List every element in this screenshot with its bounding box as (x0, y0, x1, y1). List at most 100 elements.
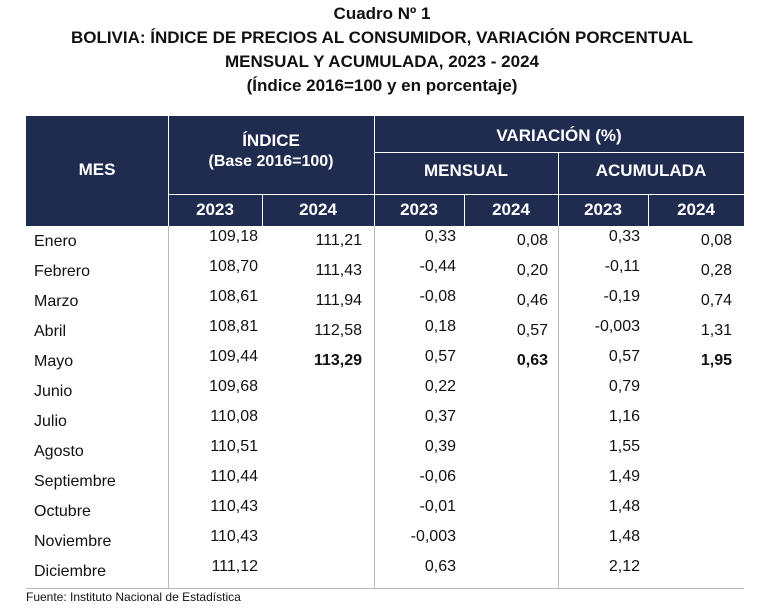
cell-i2023: 110,51 (210, 438, 258, 455)
cell-a2023: 0,57 (608, 348, 640, 365)
table-row: Septiembre 110,44 -0,06 1,49 (26, 466, 744, 496)
cell-m2024: 0,20 (516, 262, 548, 279)
cell-a2023: 0,33 (608, 228, 640, 245)
cell-i2024: 113,29 (313, 352, 362, 369)
cell-i2023: 110,44 (210, 468, 258, 485)
title-line-2: BOLIVIA: ÍNDICE DE PRECIOS AL CONSUMIDOR… (70, 28, 694, 47)
header-acumulada: ACUMULADA (595, 161, 707, 180)
title-line-3: MENSUAL Y ACUMULADA, 2023 - 2024 (225, 52, 539, 71)
cell-a2023: 1,48 (608, 498, 640, 515)
cell-a2023: -0,19 (603, 288, 640, 305)
header-divider (168, 116, 169, 226)
header-divider (374, 152, 744, 153)
table-row: Noviembre 110,43 -0,003 1,48 (26, 526, 744, 556)
cell-a2024: 1,95 (700, 352, 732, 369)
header-year-mensual-2023: 2023 (400, 200, 438, 219)
cell-mes: Enero (34, 233, 77, 250)
cell-mes: Septiembre (34, 473, 116, 490)
cell-mes: Noviembre (34, 533, 112, 550)
cell-m2024: 0,46 (516, 292, 548, 309)
cell-m2023: 0,37 (424, 408, 456, 425)
header-indice: ÍNDICE (242, 131, 300, 150)
header-year-indice-2023: 2023 (196, 200, 234, 219)
cell-mes: Febrero (34, 263, 91, 280)
cell-a2023: 1,49 (608, 468, 640, 485)
header-mensual: MENSUAL (423, 161, 509, 180)
column-divider (168, 226, 169, 588)
header-divider (168, 194, 744, 195)
header-divider (464, 194, 465, 226)
header-year-acumulada-2024: 2024 (677, 200, 715, 219)
cell-mes: Marzo (34, 293, 79, 310)
cell-a2023: 1,16 (608, 408, 640, 425)
table-row: Marzo 108,61 111,94 -0,08 0,46 -0,19 0,74 (26, 286, 744, 316)
cell-i2023: 110,43 (210, 498, 258, 515)
cell-a2023: -0,003 (594, 318, 640, 335)
cell-mes: Octubre (34, 503, 91, 520)
table-row: Julio 110,08 0,37 1,16 (26, 406, 744, 436)
table-row: Mayo 109,44 113,29 0,57 0,63 0,57 1,95 (26, 346, 744, 376)
cell-i2024: 112,58 (314, 322, 362, 339)
cell-i2024: 111,94 (315, 292, 362, 309)
cell-i2023: 108,61 (209, 288, 258, 305)
cell-m2023: 0,39 (424, 438, 456, 455)
cell-a2024: 0,74 (700, 292, 732, 309)
cell-i2023: 111,12 (211, 558, 258, 575)
cell-i2023: 108,81 (209, 318, 258, 335)
cell-m2024: 0,63 (516, 352, 548, 369)
cell-m2023: 0,63 (424, 558, 456, 575)
cell-i2023: 110,08 (210, 408, 258, 425)
cell-mes: Diciembre (34, 563, 107, 580)
cell-i2023: 109,18 (209, 228, 258, 245)
cell-i2023: 110,43 (210, 528, 258, 545)
cell-m2023: -0,003 (410, 528, 456, 545)
table-row: Abril 108,81 112,58 0,18 0,57 -0,003 1,31 (26, 316, 744, 346)
cell-a2023: 1,55 (608, 438, 640, 455)
cell-i2023: 108,70 (209, 258, 258, 275)
column-divider (558, 226, 559, 588)
cell-m2023: 0,33 (424, 228, 456, 245)
header-divider (648, 194, 649, 226)
header-year-acumulada-2023: 2023 (584, 200, 622, 219)
table-row: Octubre 110,43 -0,01 1,48 (26, 496, 744, 526)
cell-a2023: 0,79 (608, 378, 640, 395)
cell-m2023: 0,57 (424, 348, 456, 365)
table-row: Diciembre 111,12 0,63 2,12 (26, 556, 744, 586)
title-line-1: Cuadro Nº 1 (333, 4, 431, 23)
cell-m2023: -0,44 (419, 258, 456, 275)
table-header: MES ÍNDICE (Base 2016=100) VARIACIÓN (%)… (26, 116, 744, 226)
cell-i2024: 111,43 (315, 262, 362, 279)
table-bottom-border (26, 588, 744, 589)
cell-m2024: 0,57 (516, 322, 548, 339)
cell-m2023: 0,22 (424, 378, 456, 395)
cell-a2024: 0,28 (700, 262, 732, 279)
header-divider (558, 152, 559, 226)
cell-a2023: 1,48 (608, 528, 640, 545)
cell-i2023: 109,68 (209, 378, 258, 395)
cell-mes: Abril (34, 323, 67, 340)
table-row: Junio 109,68 0,22 0,79 (26, 376, 744, 406)
cell-mes: Junio (34, 383, 73, 400)
cell-mes: Agosto (34, 443, 84, 460)
cell-mes: Julio (34, 413, 67, 430)
cell-mes: Mayo (34, 353, 74, 370)
title-line-4: (Índice 2016=100 y en porcentaje) (246, 76, 518, 95)
table-row: Enero 109,18 111,21 0,33 0,08 0,33 0,08 (26, 226, 744, 256)
cell-m2024: 0,08 (516, 232, 548, 249)
table-body: Enero 109,18 111,21 0,33 0,08 0,33 0,08 Febrero… (26, 226, 744, 588)
header-divider (374, 116, 375, 226)
cell-i2023: 109,44 (209, 348, 258, 365)
header-year-indice-2024: 2024 (299, 200, 337, 219)
cell-a2024: 1,31 (700, 322, 732, 339)
cell-a2023: -0,11 (604, 258, 640, 275)
header-indice-base: (Base 2016=100) (208, 153, 334, 170)
header-mes: MES (78, 160, 116, 179)
cell-a2023: 2,12 (608, 558, 640, 575)
cell-m2023: -0,01 (419, 498, 456, 515)
header-divider (262, 194, 263, 226)
cell-m2023: -0,06 (419, 468, 456, 485)
column-divider (374, 226, 375, 588)
cell-m2023: -0,08 (419, 288, 456, 305)
table-row: Agosto 110,51 0,39 1,55 (26, 436, 744, 466)
table-row: Febrero 108,70 111,43 -0,44 0,20 -0,11 0,28 (26, 256, 744, 286)
